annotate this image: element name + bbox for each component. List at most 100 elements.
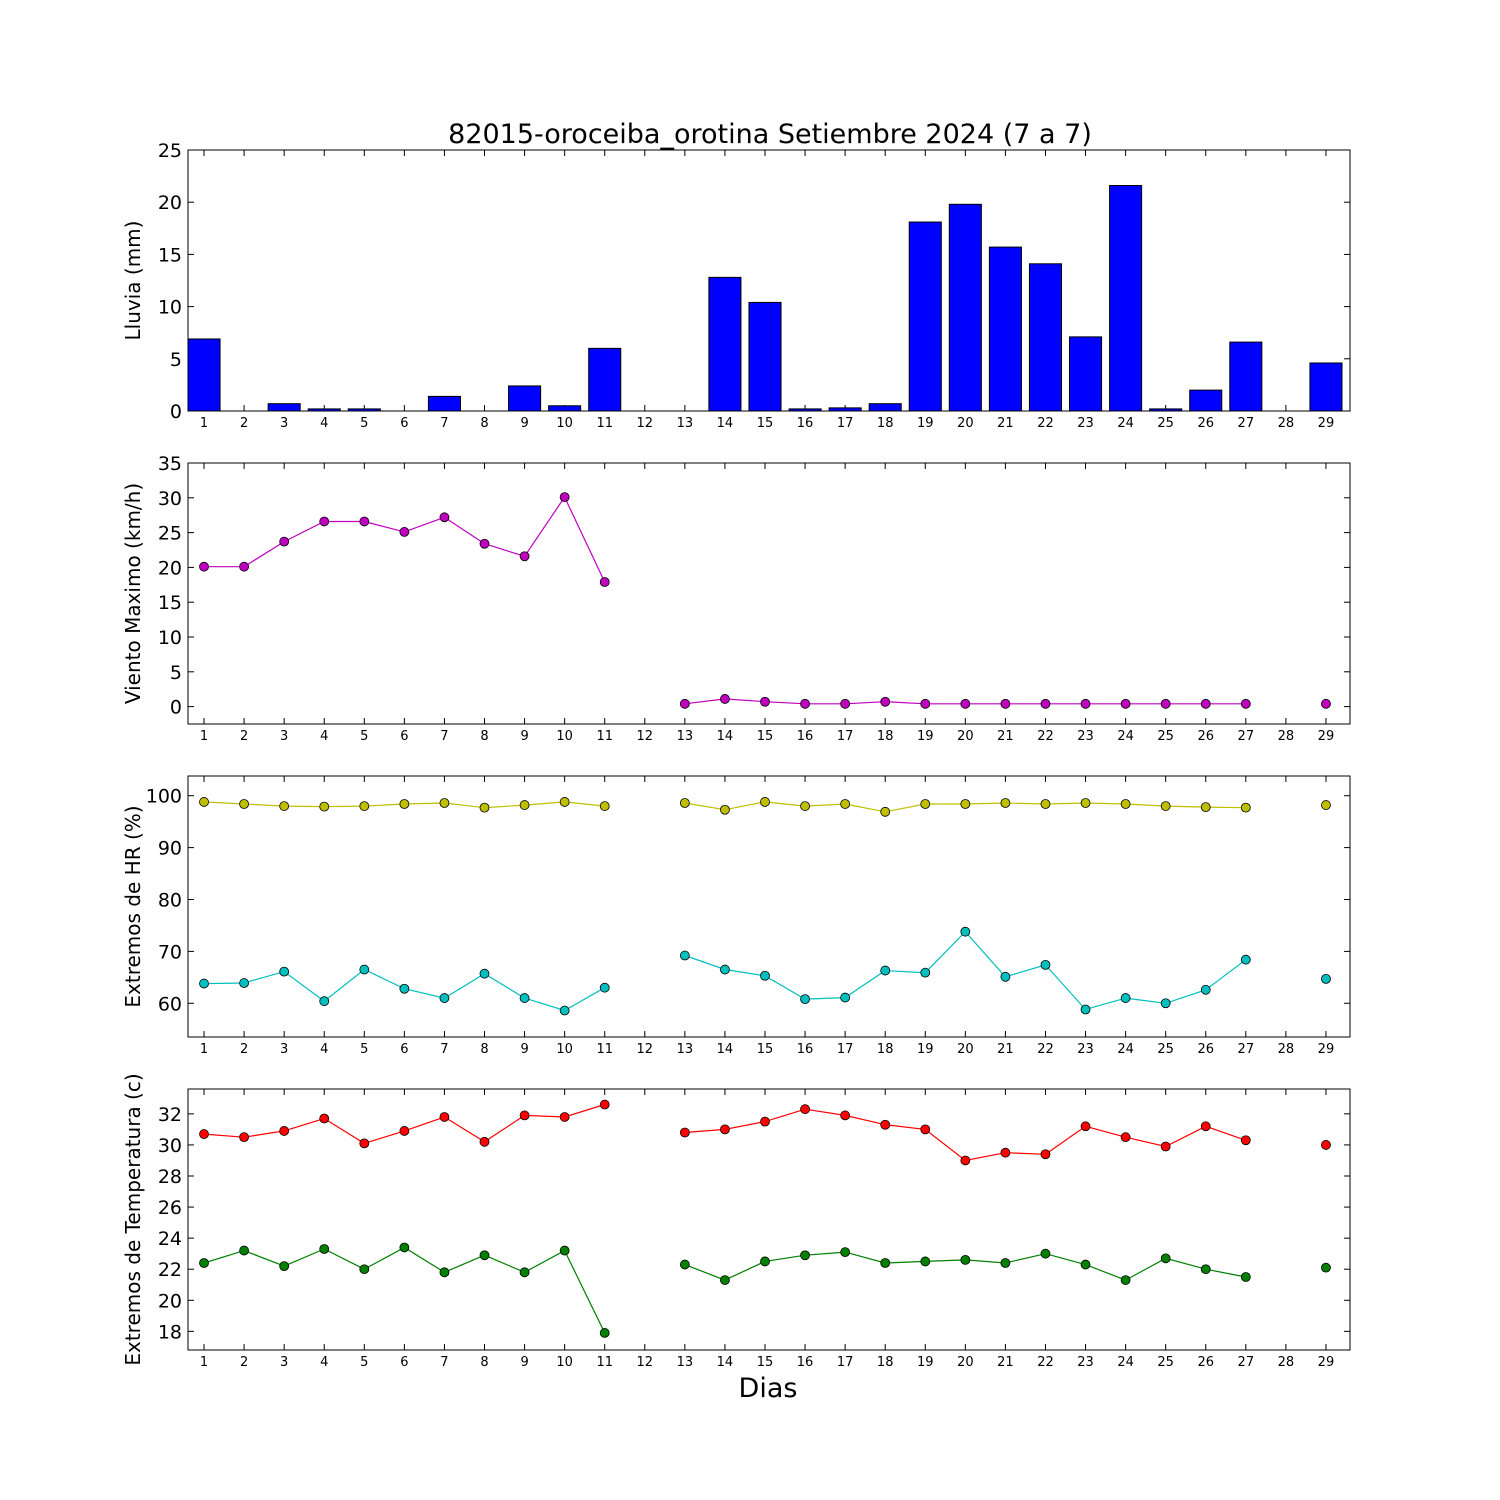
x-tick-label: 18	[877, 1355, 894, 1370]
data-point	[960, 1155, 971, 1166]
data-point	[920, 967, 931, 978]
x-tick-label: 13	[677, 1042, 694, 1057]
x-axis-label: Dias	[739, 1373, 798, 1404]
data-point	[479, 1250, 490, 1261]
data-point	[199, 978, 209, 989]
data-point	[279, 801, 290, 811]
x-tick-label: 16	[797, 1355, 814, 1370]
data-point	[679, 950, 690, 961]
x-tick-label: 7	[440, 1355, 448, 1370]
y-tick-label: 20	[158, 192, 182, 214]
data-point	[1321, 1262, 1331, 1273]
data-point	[840, 698, 851, 709]
x-tick-label: 21	[997, 1355, 1014, 1370]
data-point	[720, 1275, 730, 1285]
x-tick-label: 8	[480, 1042, 488, 1057]
y-tick-label: 15	[158, 244, 182, 266]
data-point	[1120, 799, 1131, 809]
x-tick-label: 16	[797, 416, 814, 431]
data-point	[559, 492, 570, 503]
x-tick-label: 28	[1278, 729, 1295, 744]
data-point	[239, 799, 249, 809]
data-point	[679, 698, 690, 709]
x-tick-label: 14	[717, 1042, 734, 1057]
series-line	[204, 497, 1326, 704]
data-point	[1200, 698, 1211, 709]
x-tick-label: 11	[596, 416, 613, 431]
data-point	[1040, 1248, 1051, 1259]
x-tick-label: 11	[596, 729, 613, 744]
x-tick-label: 19	[917, 729, 934, 744]
data-point	[1000, 1147, 1011, 1158]
data-point	[1080, 1259, 1091, 1270]
data-point	[599, 1099, 610, 1110]
x-tick-label: 2	[240, 729, 248, 744]
x-tick-label: 23	[1077, 1355, 1094, 1370]
chart-title: 82015-oroceiba_orotina Setiembre 2024 (7…	[448, 119, 1092, 150]
x-tick-label: 6	[400, 1042, 408, 1057]
rain-bar	[1028, 263, 1063, 412]
data-point	[720, 1124, 730, 1135]
data-point	[319, 1113, 330, 1124]
data-point	[1000, 698, 1011, 709]
rain-bar	[187, 338, 221, 412]
x-tick-label: 25	[1157, 416, 1174, 431]
x-tick-label: 18	[877, 729, 894, 744]
data-point	[800, 994, 810, 1005]
data-point	[479, 802, 490, 813]
data-point	[760, 970, 770, 981]
rain-bar	[988, 246, 1022, 412]
x-tick-label: 1	[200, 1355, 208, 1370]
data-point	[1160, 1141, 1171, 1152]
y-tick-label: 25	[158, 140, 182, 162]
x-tick-label: 12	[637, 1042, 654, 1057]
x-tick-label: 2	[240, 1355, 248, 1370]
x-tick-label: 5	[360, 416, 368, 431]
data-point	[800, 801, 810, 811]
data-point	[1080, 698, 1091, 709]
data-point	[559, 1005, 570, 1016]
x-tick-label: 11	[596, 1355, 613, 1370]
x-tick-label: 7	[440, 729, 448, 744]
plot-frame	[187, 1088, 1351, 1351]
data-point	[239, 978, 249, 988]
x-tick-label: 29	[1318, 416, 1335, 431]
x-tick-label: 8	[480, 729, 488, 744]
x-tick-label: 22	[1037, 1355, 1054, 1370]
x-tick-label: 4	[320, 1355, 328, 1370]
x-tick-label: 11	[596, 1042, 613, 1057]
data-point	[1200, 1264, 1211, 1275]
data-point	[439, 798, 450, 808]
data-point	[279, 966, 290, 977]
data-point	[920, 1256, 931, 1267]
data-point	[599, 577, 610, 587]
x-tick-label: 14	[717, 729, 734, 744]
data-point	[559, 1245, 570, 1256]
data-point	[319, 996, 330, 1007]
x-tick-label: 10	[556, 1042, 573, 1057]
data-point	[840, 799, 851, 809]
data-point	[239, 561, 249, 572]
data-point	[479, 1136, 490, 1147]
y-tick-label: 70	[158, 941, 182, 963]
data-point	[599, 1328, 610, 1338]
y-tick-label: 15	[158, 592, 182, 614]
rain-bar	[1309, 362, 1343, 412]
x-tick-label: 3	[280, 729, 288, 744]
x-tick-label: 9	[520, 416, 528, 431]
data-point	[840, 992, 851, 1003]
rain-bar	[868, 403, 902, 412]
data-point	[840, 1247, 851, 1258]
x-tick-label: 23	[1077, 416, 1094, 431]
data-point	[439, 1112, 450, 1122]
data-point	[1080, 798, 1091, 808]
y-tick-label: 18	[158, 1321, 182, 1343]
x-tick-label: 18	[877, 1042, 894, 1057]
x-tick-label: 3	[280, 1355, 288, 1370]
x-tick-label: 24	[1117, 729, 1134, 744]
x-tick-label: 26	[1197, 1042, 1214, 1057]
x-tick-label: 6	[400, 416, 408, 431]
x-tick-label: 19	[917, 1355, 934, 1370]
data-point	[1321, 800, 1331, 810]
